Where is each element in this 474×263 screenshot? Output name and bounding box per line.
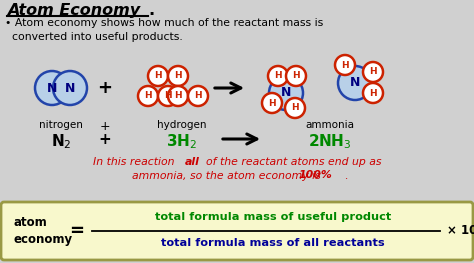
Text: H: H — [292, 72, 300, 80]
Text: In this reaction         of the reactant atoms end up as
  ammonia, so the atom : In this reaction of the reactant atoms e… — [93, 157, 381, 181]
Circle shape — [262, 93, 282, 113]
Text: .: . — [148, 3, 154, 18]
Text: all: all — [185, 157, 200, 167]
Text: +: + — [99, 132, 111, 147]
Text: H: H — [369, 89, 377, 98]
Text: hydrogen: hydrogen — [157, 120, 207, 130]
Circle shape — [363, 62, 383, 82]
Text: H: H — [164, 92, 172, 100]
Circle shape — [168, 66, 188, 86]
Text: H: H — [268, 99, 276, 108]
Text: 3H$_2$: 3H$_2$ — [166, 132, 198, 151]
Text: H: H — [154, 72, 162, 80]
Circle shape — [138, 86, 158, 106]
Text: H: H — [144, 92, 152, 100]
Circle shape — [168, 86, 188, 106]
Circle shape — [269, 76, 303, 110]
Text: ammonia: ammonia — [306, 120, 355, 130]
Text: N: N — [47, 82, 57, 94]
Text: total formula mass of useful product: total formula mass of useful product — [155, 212, 391, 222]
Circle shape — [148, 66, 168, 86]
Text: N: N — [350, 77, 360, 89]
Text: 2NH$_3$: 2NH$_3$ — [308, 132, 352, 151]
Text: × 100: × 100 — [447, 225, 474, 237]
Text: =: = — [70, 222, 84, 240]
Text: +: + — [100, 120, 110, 133]
Text: N$_2$: N$_2$ — [51, 132, 71, 151]
Circle shape — [268, 66, 288, 86]
Circle shape — [286, 66, 306, 86]
Text: H: H — [174, 72, 182, 80]
Circle shape — [285, 98, 305, 118]
Text: nitrogen: nitrogen — [39, 120, 83, 130]
Text: H: H — [369, 68, 377, 77]
Text: Atom Economy: Atom Economy — [7, 3, 140, 18]
Text: H: H — [174, 92, 182, 100]
Text: H: H — [194, 92, 202, 100]
Text: H: H — [274, 72, 282, 80]
Circle shape — [35, 71, 69, 105]
Circle shape — [335, 55, 355, 75]
Text: • Atom economy shows how much of the reactant mass is
  converted into useful pr: • Atom economy shows how much of the rea… — [5, 18, 323, 42]
Text: N: N — [65, 82, 75, 94]
FancyBboxPatch shape — [1, 202, 473, 260]
Circle shape — [158, 86, 178, 106]
Text: H: H — [291, 104, 299, 113]
Circle shape — [188, 86, 208, 106]
Text: H: H — [341, 60, 349, 69]
Circle shape — [338, 66, 372, 100]
Text: +: + — [98, 79, 112, 97]
Text: total formula mass of all reactants: total formula mass of all reactants — [161, 238, 385, 248]
Text: 100%: 100% — [299, 169, 333, 180]
Circle shape — [53, 71, 87, 105]
Text: N: N — [281, 87, 291, 99]
Text: atom
economy: atom economy — [14, 216, 73, 245]
Circle shape — [363, 83, 383, 103]
